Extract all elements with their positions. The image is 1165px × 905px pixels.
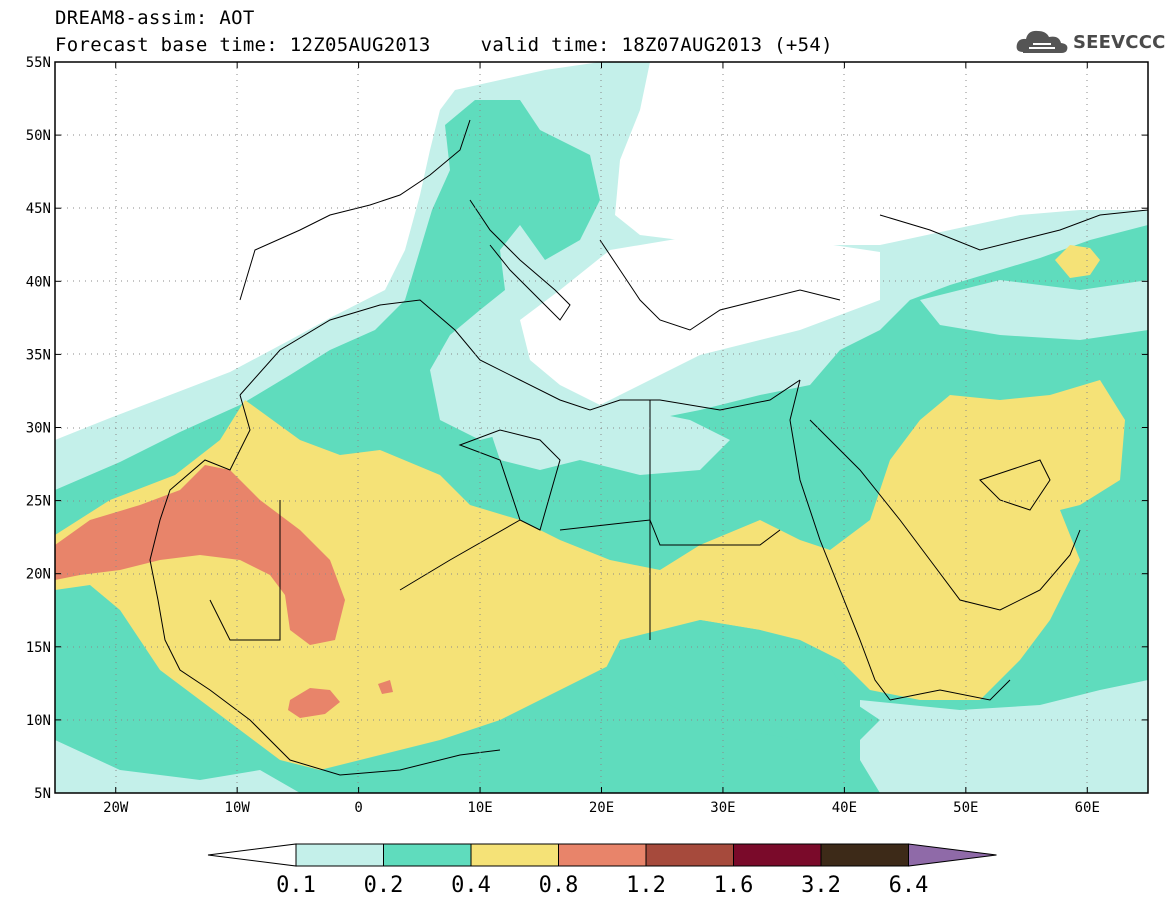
colorbar-label: 6.4 [888,873,929,898]
lat-label: 20N [26,567,51,583]
logo-text: SEEVCCC [1073,32,1165,53]
coastlines [149,119,1148,776]
lat-label: 5N [34,786,51,802]
graticule [55,62,1148,793]
colorbar [207,843,997,867]
colorbar-segment [470,843,559,867]
lon-label: 20E [589,800,614,816]
lon-label: 0 [354,800,362,816]
longitude-labels: 20W 10W 0 10E 20E 30E 40E 50E 60E [103,800,1100,816]
lon-label: 40E [832,800,857,816]
colorbar-label: 0.8 [538,873,579,898]
colorbar-label: 3.2 [801,873,841,898]
lon-label: 10E [467,800,492,816]
cloud-icon [1016,30,1068,53]
colorbar-label: 1.6 [713,873,754,898]
colorbar-label: 0.2 [363,873,404,898]
colorbar-segment [558,843,647,867]
lon-label: 60E [1075,800,1100,816]
colorbar-segment [733,843,822,867]
lat-label: 15N [26,640,51,656]
time-info: Forecast base time: 12Z05AUG2013 valid ti… [55,35,833,55]
colorbar-label: 0.1 [276,873,316,898]
colorbar-segment [820,843,909,867]
colorbar-label: 0.4 [451,873,491,898]
valid-time: valid time: 18Z07AUG2013 (+54) [480,34,833,56]
colorbar-over-triangle [908,843,997,867]
base-time: Forecast base time: 12Z05AUG2013 [55,34,431,56]
lat-label: 55N [26,55,51,71]
latitude-labels: 55N 50N 45N 40N 35N 30N 25N 20N 15N 10N 5N [26,55,51,802]
lat-label: 25N [26,494,51,510]
lat-label: 30N [26,421,51,437]
lat-label: 35N [26,347,51,363]
seevccc-logo: SEEVCCC [1015,26,1165,58]
lat-label: 45N [26,201,51,217]
aot-band-0.4 [55,380,1125,770]
lat-label: 50N [26,128,51,144]
colorbar-segment [645,843,734,867]
lon-label: 10W [225,800,251,816]
lon-label: 20W [103,800,129,816]
axis-ticks [55,61,1148,794]
colorbar-segment [295,843,384,867]
colorbar-segment [383,843,472,867]
lat-label: 40N [26,274,51,290]
lon-label: 50E [953,800,978,816]
colorbar-label: 1.2 [626,873,666,898]
colorbar-under-triangle [207,843,297,867]
lat-label: 10N [26,713,51,729]
aot-band-0.8 [55,465,345,645]
lon-label: 30E [710,800,735,816]
chart-title: DREAM8-assim: AOT [55,7,255,29]
